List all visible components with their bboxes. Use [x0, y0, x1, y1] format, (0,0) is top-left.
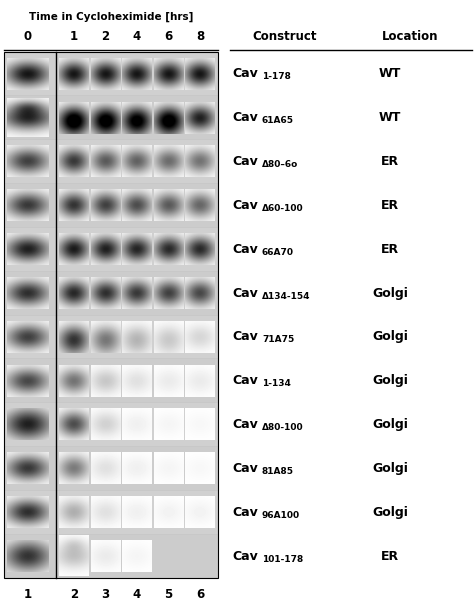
Text: Cav: Cav: [232, 111, 258, 124]
Text: Time in Cycloheximide [hrs]: Time in Cycloheximide [hrs]: [29, 12, 193, 22]
Text: Cav: Cav: [232, 199, 258, 212]
Text: Golgi: Golgi: [372, 375, 408, 387]
Text: 1-134: 1-134: [262, 379, 291, 389]
Text: 6: 6: [164, 30, 173, 44]
Text: 6: 6: [196, 588, 204, 601]
Text: 81A85: 81A85: [262, 467, 294, 476]
Text: 8: 8: [196, 30, 204, 44]
Bar: [4, 447, 218, 490]
Text: ER: ER: [381, 550, 399, 562]
Text: 5: 5: [164, 588, 173, 601]
Bar: [4, 52, 218, 95]
Text: ER: ER: [381, 155, 399, 168]
Bar: [4, 52, 218, 578]
Bar: [4, 403, 218, 446]
Text: 2: 2: [101, 30, 109, 44]
Text: Cav: Cav: [232, 330, 258, 344]
Text: 66A70: 66A70: [262, 247, 294, 257]
Text: Construct: Construct: [253, 30, 317, 44]
Text: Golgi: Golgi: [372, 286, 408, 300]
Text: 1-178: 1-178: [262, 72, 291, 81]
Text: WT: WT: [379, 67, 401, 80]
Text: 4: 4: [133, 588, 141, 601]
Bar: [4, 316, 218, 358]
Text: Cav: Cav: [232, 243, 258, 256]
Text: ER: ER: [381, 199, 399, 212]
Bar: [4, 96, 218, 139]
Bar: [4, 272, 218, 314]
Text: ER: ER: [381, 243, 399, 256]
Text: 1: 1: [70, 30, 78, 44]
Text: Δ134-154: Δ134-154: [262, 292, 310, 300]
Text: 71A75: 71A75: [262, 336, 294, 344]
Text: Δ80-100: Δ80-100: [262, 423, 304, 432]
Text: 96A100: 96A100: [262, 511, 300, 520]
Text: Cav: Cav: [232, 67, 258, 80]
Text: Golgi: Golgi: [372, 506, 408, 519]
Bar: [4, 534, 218, 578]
Text: Golgi: Golgi: [372, 330, 408, 344]
Text: 1: 1: [24, 588, 32, 601]
Text: 2: 2: [70, 588, 78, 601]
Text: Golgi: Golgi: [372, 418, 408, 431]
Text: 4: 4: [133, 30, 141, 44]
Text: WT: WT: [379, 111, 401, 124]
Text: Cav: Cav: [232, 506, 258, 519]
Bar: [4, 228, 218, 271]
Text: Cav: Cav: [232, 375, 258, 387]
Text: Cav: Cav: [232, 418, 258, 431]
Text: Cav: Cav: [232, 286, 258, 300]
Text: Cav: Cav: [232, 462, 258, 475]
Bar: [4, 140, 218, 183]
Text: 101-178: 101-178: [262, 554, 303, 564]
Text: 0: 0: [24, 30, 32, 44]
Text: 3: 3: [101, 588, 109, 601]
Text: Golgi: Golgi: [372, 462, 408, 475]
Text: Δ60-100: Δ60-100: [262, 204, 304, 213]
Text: Δ80–6o: Δ80–6o: [262, 160, 298, 169]
Text: Location: Location: [382, 30, 438, 44]
Bar: [4, 184, 218, 227]
Text: 61A65: 61A65: [262, 116, 294, 125]
Bar: [4, 359, 218, 402]
Text: Cav: Cav: [232, 550, 258, 562]
Bar: [4, 52, 218, 578]
Bar: [4, 491, 218, 534]
Text: Cav: Cav: [232, 155, 258, 168]
